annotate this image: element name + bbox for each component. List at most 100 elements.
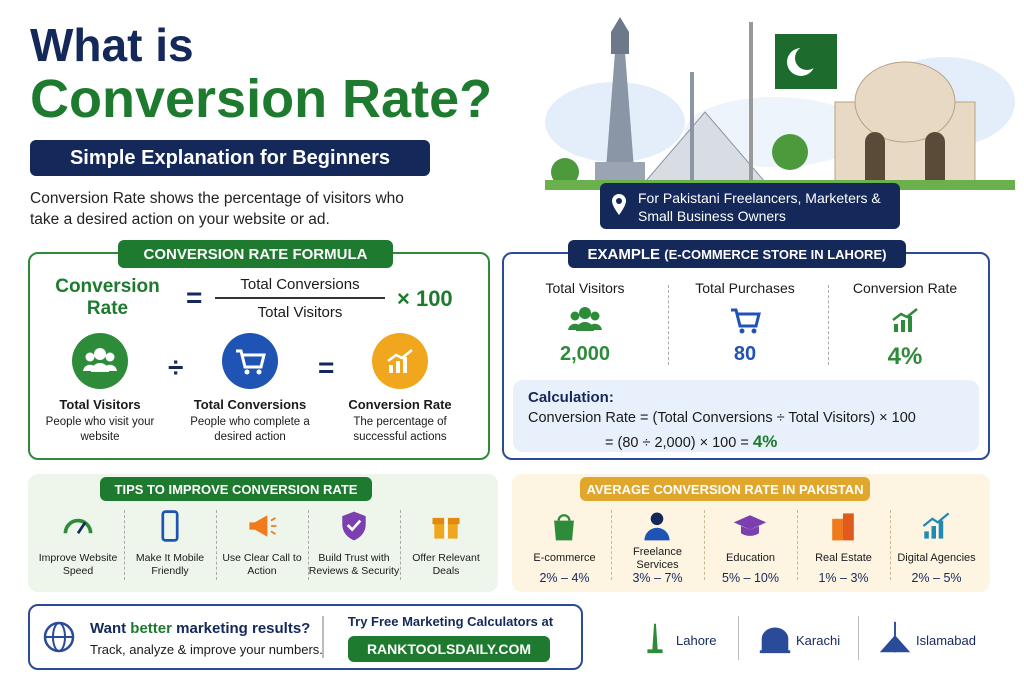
formula-equals: = <box>186 282 203 313</box>
formula-numerator: Total Conversions <box>215 276 385 299</box>
icon <box>568 307 602 331</box>
tip-label: Build Trust with Reviews & Security <box>308 552 400 577</box>
calculation-line1: Conversion Rate = (Total Conversions ÷ T… <box>528 410 916 426</box>
operator-divide: ÷ <box>168 352 184 383</box>
stat-value: 80 <box>733 343 757 365</box>
pin-icon <box>612 194 626 215</box>
city-label: Lahore <box>676 633 717 648</box>
tips-heading: TIPS TO IMPROVE CONVERSION RATE <box>100 477 372 501</box>
calculation-box <box>513 380 979 452</box>
formula-icon <box>72 333 128 389</box>
sector-label: Real Estate <box>815 552 872 564</box>
sector-icon <box>639 508 675 544</box>
calculation-line2: = (80 ÷ 2,000) × 100 = 4% <box>605 432 777 452</box>
sector-range: 5% – 10% <box>722 571 779 585</box>
icon <box>236 349 266 375</box>
icon <box>832 513 854 541</box>
subtitle: Simple Explanation for Beginners <box>30 140 430 176</box>
sector-icon <box>732 508 768 544</box>
tip-label: Use Clear Call to Action <box>222 552 302 577</box>
example-heading-note: (E-COMMERCE STORE IN LAHORE) <box>664 246 887 262</box>
icon <box>644 512 670 541</box>
stat-icon <box>725 300 765 340</box>
stat-label: Total Visitors <box>545 280 625 296</box>
icon <box>161 510 179 542</box>
tip-icon <box>336 508 372 544</box>
city-icon <box>876 618 914 656</box>
average-divider <box>704 510 705 580</box>
formula-denominator: Total Visitors <box>257 304 343 321</box>
cta-suffix: marketing results? <box>176 620 311 637</box>
icon <box>63 518 93 534</box>
formula-item-desc: People who complete a desired action <box>190 416 310 443</box>
icon <box>731 308 761 334</box>
city-label: Karachi <box>796 633 841 648</box>
tip-divider <box>308 510 309 580</box>
city-divider <box>858 616 859 660</box>
tip-label: Make It Mobile Friendly <box>135 552 205 577</box>
audience-badge: For Pakistani Freelancers, Marketers & S… <box>600 183 900 229</box>
stat-label: Conversion Rate <box>852 280 958 296</box>
stat-icon <box>565 300 605 340</box>
title-line2: Conversion Rate? <box>30 69 493 129</box>
calculation-steps: = (80 ÷ 2,000) × 100 = <box>605 435 749 451</box>
description: Conversion Rate shows the percentage of … <box>30 190 404 228</box>
stat-divider <box>668 285 669 365</box>
formula-item-label: Total Conversions <box>193 397 307 412</box>
formula-heading: CONVERSION RATE FORMULA <box>118 240 393 268</box>
icon <box>733 515 767 536</box>
formula-item-desc: The percentage of successful actions <box>353 416 447 443</box>
stat-label: Total Purchases <box>695 280 795 296</box>
audience-text: For Pakistani Freelancers, Marketers & S… <box>638 190 881 224</box>
sector-range: 2% – 5% <box>911 571 962 585</box>
icon <box>83 348 117 372</box>
city-divider <box>738 616 739 660</box>
stat-divider <box>828 285 829 365</box>
example-heading-pill: EXAMPLE (E-COMMERCE STORE IN LAHORE) <box>568 240 906 268</box>
sector-icon <box>918 508 954 544</box>
formula-item-label: Conversion Rate <box>348 397 452 412</box>
stat-value: 4% <box>887 343 923 370</box>
cta-sub: Track, analyze & improve your numbers. <box>90 642 323 657</box>
tip-divider <box>124 510 125 580</box>
tip-icon <box>244 508 280 544</box>
sector-range: 2% – 4% <box>539 571 590 585</box>
city-icon <box>636 618 674 656</box>
icon <box>554 514 574 541</box>
average-divider <box>797 510 798 580</box>
tip-label: Improve Website Speed <box>38 552 118 577</box>
example-heading: EXAMPLE <box>587 245 661 263</box>
operator-equals: = <box>318 352 335 383</box>
stat-value: 2,000 <box>559 343 611 365</box>
landmarks-illustration <box>545 17 1015 190</box>
site-link[interactable]: RANKTOOLSDAILY.COM <box>348 636 550 662</box>
sector-icon <box>546 508 582 544</box>
icon <box>892 308 918 332</box>
calculation-title: Calculation: <box>528 389 614 406</box>
average-divider <box>611 510 612 580</box>
tip-divider <box>216 510 217 580</box>
sector-range: 3% – 7% <box>632 571 683 585</box>
city-label: Islamabad <box>916 633 976 648</box>
calculation-result: 4% <box>752 432 778 451</box>
icon <box>647 623 663 654</box>
formula-multiplier: × 100 <box>397 286 453 311</box>
try-text: Try Free Marketing Calculators at <box>347 614 554 629</box>
formula-item-desc: People who visit your website <box>45 416 155 443</box>
sector-label: Education <box>726 552 775 564</box>
sector-label: Freelance Services <box>633 546 682 571</box>
tip-icon <box>152 508 188 544</box>
tip-icon <box>60 508 96 544</box>
cta-prefix: Want <box>90 620 127 637</box>
tip-divider <box>400 510 401 580</box>
formula-icon <box>372 333 428 389</box>
globe-icon <box>43 621 75 653</box>
formula-icon <box>222 333 278 389</box>
formula-item-label: Total Visitors <box>59 397 141 412</box>
tip-label: Offer Relevant Deals <box>412 552 480 577</box>
cta: Want better marketing results? <box>90 620 310 637</box>
icon <box>249 515 277 537</box>
cta-highlight: better <box>130 620 172 637</box>
city-icon <box>756 618 794 656</box>
averages-heading: AVERAGE CONVERSION RATE IN PAKISTAN <box>580 477 870 501</box>
